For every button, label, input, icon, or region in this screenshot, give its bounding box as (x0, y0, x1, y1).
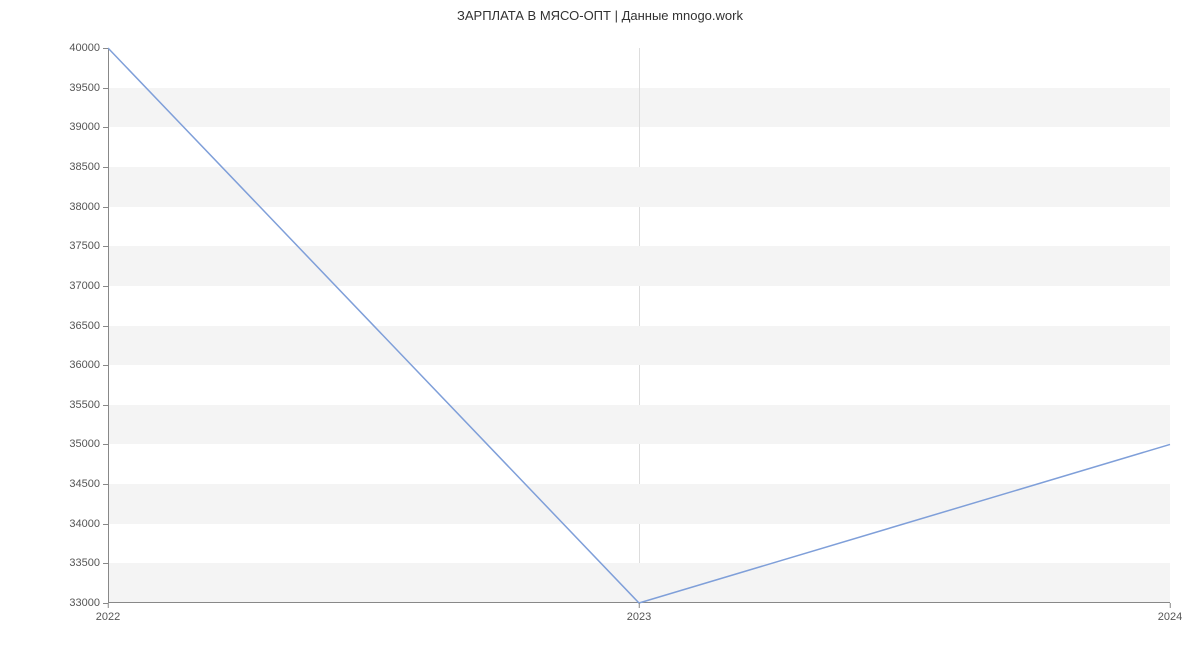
y-tick-label: 37000 (69, 280, 108, 292)
y-tick-label: 37500 (69, 240, 108, 252)
salary-chart: ЗАРПЛАТА В МЯСО-ОПТ | Данные mnogo.work … (0, 0, 1200, 650)
y-tick-label: 39500 (69, 82, 108, 94)
y-tick-label: 38500 (69, 161, 108, 173)
y-tick-label: 38000 (69, 201, 108, 213)
series-line (108, 48, 1170, 603)
x-tick-label: 2024 (1158, 603, 1182, 623)
line-layer (108, 48, 1170, 603)
plot-area: 3300033500340003450035000355003600036500… (108, 48, 1170, 603)
y-tick-label: 35000 (69, 438, 108, 450)
chart-title: ЗАРПЛАТА В МЯСО-ОПТ | Данные mnogo.work (0, 8, 1200, 23)
y-tick-label: 33500 (69, 557, 108, 569)
y-tick-label: 40000 (69, 42, 108, 54)
y-tick-label: 39000 (69, 121, 108, 133)
x-tick-label: 2022 (96, 603, 120, 623)
y-tick-label: 36000 (69, 359, 108, 371)
y-tick-label: 34500 (69, 478, 108, 490)
y-tick-label: 36500 (69, 320, 108, 332)
x-tick-label: 2023 (627, 603, 651, 623)
y-tick-label: 35500 (69, 399, 108, 411)
y-tick-label: 34000 (69, 518, 108, 530)
